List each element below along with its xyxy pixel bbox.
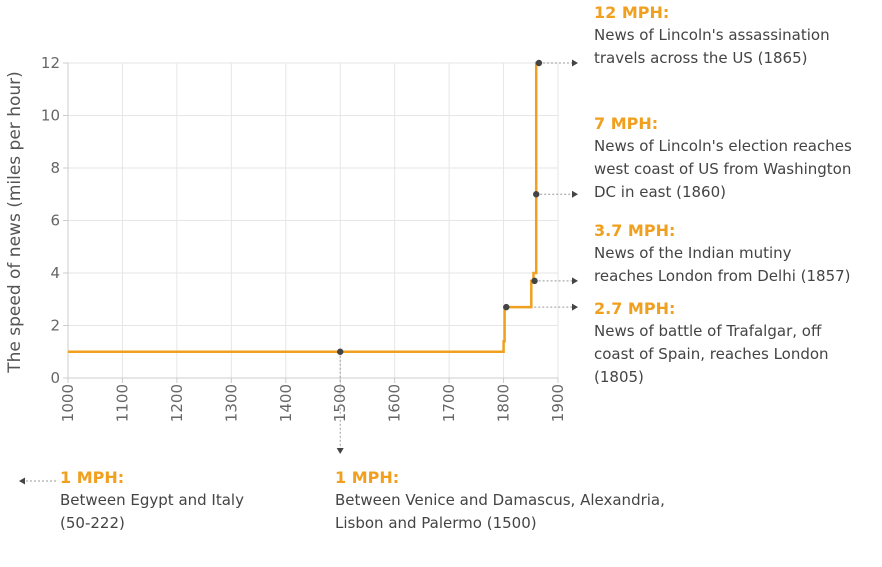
annotation-egypt-italy: 1 MPH: Between Egypt and Italy (50-222) — [60, 467, 244, 535]
y-tick-label: 4 — [50, 264, 60, 282]
speed-step-line — [68, 61, 539, 354]
annotation-text: News of Lincoln's election reaches — [594, 137, 852, 155]
leader-arrow — [19, 477, 25, 485]
annotation-text: DC in east (1860) — [594, 183, 726, 201]
annotation-1860: 7 MPH: News of Lincoln's election reache… — [594, 113, 852, 204]
annotation-1805: 2.7 MPH: News of battle of Trafalgar, of… — [594, 298, 829, 389]
y-tick-labels: 0 2 4 6 8 10 12 — [41, 54, 60, 387]
x-tick-labels: 1000 1100 1200 1300 1400 1500 1600 1700 1800 1900 — [59, 384, 567, 422]
x-tick-label: 1900 — [549, 384, 567, 422]
annotation-text: (50-222) — [60, 514, 125, 532]
x-tick-label: 1600 — [386, 384, 404, 422]
y-tick-label: 6 — [50, 212, 60, 230]
data-points — [337, 59, 543, 355]
annotation-heading: 3.7 MPH: — [594, 221, 676, 240]
annotation-1857: 3.7 MPH: News of the Indian mutiny reach… — [594, 220, 851, 288]
y-tick-label: 8 — [50, 159, 60, 177]
annotation-text: News of the Indian mutiny — [594, 244, 792, 262]
y-tick-label: 12 — [41, 54, 60, 72]
grid-lines — [67, 62, 559, 379]
x-tick-label: 1500 — [331, 384, 349, 422]
leader-arrow — [572, 190, 578, 198]
axes — [63, 62, 559, 383]
annotation-text: west coast of US from Washington — [594, 160, 852, 178]
annotation-leaders — [19, 59, 578, 485]
data-point — [535, 59, 543, 67]
annotation-1500: 1 MPH: Between Venice and Damascus, Alex… — [335, 467, 665, 535]
data-point — [337, 348, 344, 355]
data-point — [531, 277, 538, 285]
annotation-heading: 2.7 MPH: — [594, 299, 676, 318]
x-tick-label: 1100 — [113, 384, 131, 422]
annotation-heading: 7 MPH: — [594, 114, 659, 133]
y-tick-label: 2 — [50, 317, 60, 335]
x-tick-label: 1700 — [440, 384, 458, 422]
annotation-text: News of battle of Trafalgar, off — [594, 322, 822, 340]
y-tick-label: 0 — [50, 369, 60, 387]
annotation-text: travels across the US (1865) — [594, 49, 808, 67]
leader-arrow — [572, 59, 578, 67]
leader-arrow — [572, 303, 578, 311]
annotation-text: Between Venice and Damascus, Alexandria, — [335, 491, 665, 509]
leader-arrow — [572, 277, 578, 285]
leader-arrow — [336, 448, 344, 454]
x-tick-label: 1200 — [168, 384, 186, 422]
annotation-text: News of Lincoln's assassination — [594, 26, 830, 44]
x-tick-label: 1300 — [222, 384, 240, 422]
annotation-text: reaches London from Delhi (1857) — [594, 267, 851, 285]
x-tick-label: 1000 — [59, 384, 77, 422]
annotation-text: (1805) — [594, 368, 644, 386]
annotation-heading: 1 MPH: — [335, 468, 400, 487]
y-axis-label: The speed of news (miles per hour) — [5, 71, 25, 374]
y-tick-label: 10 — [41, 107, 60, 125]
x-tick-label: 1400 — [277, 384, 295, 422]
annotation-text: coast of Spain, reaches London — [594, 345, 829, 363]
annotation-text: Lisbon and Palermo (1500) — [335, 514, 537, 532]
data-point — [533, 191, 540, 198]
annotation-text: Between Egypt and Italy — [60, 491, 244, 509]
annotation-heading: 12 MPH: — [594, 3, 670, 22]
annotation-1865: 12 MPH: News of Lincoln's assassination … — [594, 2, 830, 70]
annotation-heading: 1 MPH: — [60, 468, 125, 487]
data-point — [503, 303, 510, 311]
x-tick-label: 1800 — [495, 384, 513, 422]
